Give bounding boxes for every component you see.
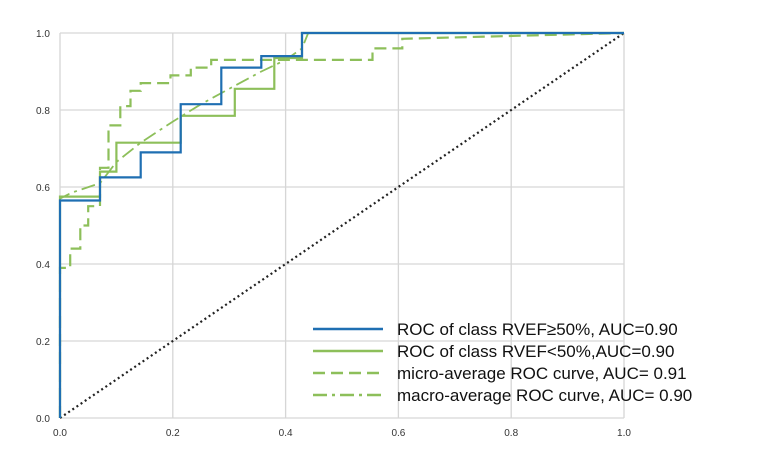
legend-label-2: micro-average ROC curve, AUC= 0.91	[397, 364, 687, 383]
y-tick-label: 0.2	[36, 337, 50, 348]
legend: ROC of class RVEF≥50%, AUC=0.90 ROC of cl…	[313, 320, 692, 405]
series-line-2	[58, 31, 625, 418]
tick-labels: 0.0 0.2 0.4 0.6 0.8 1.0 0.0 0.2 0.4 0.6 0.8 1.0	[36, 29, 631, 439]
grid	[59, 32, 625, 419]
x-tick-label: 0.6	[391, 428, 405, 439]
chance-diagonal-line	[59, 32, 625, 419]
legend-label-1: ROC of class RVEF<50%,AUC=0.90	[397, 342, 674, 361]
series-line-0	[58, 31, 624, 418]
y-tick-label: 0.8	[36, 106, 50, 117]
y-tick-label: 0.6	[36, 183, 50, 194]
legend-label-0: ROC of class RVEF≥50%, AUC=0.90	[397, 320, 678, 339]
x-tick-label: 0.8	[504, 428, 518, 439]
y-tick-label: 0.0	[36, 414, 50, 425]
x-tick-label: 0.4	[279, 428, 293, 439]
series-line-3	[59, 32, 624, 418]
x-tick-label: 1.0	[617, 428, 631, 439]
y-tick-label: 1.0	[36, 29, 50, 40]
series-layer	[58, 31, 625, 419]
x-tick-label: 0.0	[53, 428, 67, 439]
legend-label-3: macro-average ROC curve, AUC= 0.90	[397, 386, 692, 405]
y-tick-label: 0.4	[36, 260, 50, 271]
x-tick-label: 0.2	[166, 428, 180, 439]
